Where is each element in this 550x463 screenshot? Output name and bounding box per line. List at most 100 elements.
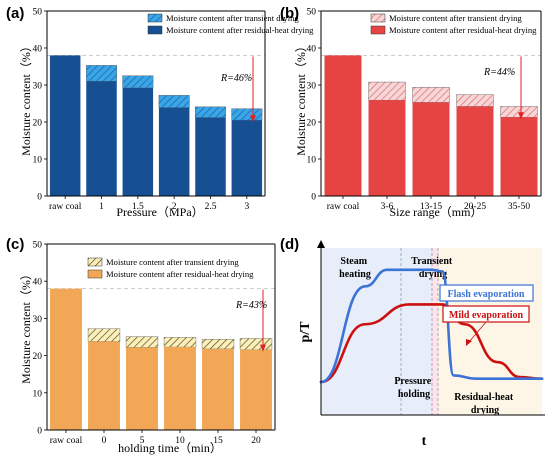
- y-tick-label-b-2: 20: [307, 119, 317, 129]
- bar-transient-a-5: [231, 108, 263, 121]
- y-tick-label-a-5: 50: [33, 8, 43, 18]
- reduction-arrow-head-c: [260, 344, 266, 352]
- legend-a: Moisture content after transient drying …: [147, 13, 314, 35]
- legend-c: Moisture content after transient drying …: [87, 257, 254, 279]
- legend-box-flash: [439, 284, 534, 302]
- bar-residual-b-3: [456, 106, 494, 196]
- bar-residual-c-5: [240, 349, 272, 430]
- phase-label-pressure: Pressure: [394, 376, 431, 387]
- x-tick-label-b-0: raw coal: [327, 202, 360, 212]
- bar-residual-a-0: [49, 55, 81, 197]
- x-tick-label-b-2: 13-15: [420, 202, 442, 212]
- bar-transient-a-3: [158, 95, 190, 108]
- bar-transient-c-1: [87, 328, 121, 342]
- y-tick-label-b-3: 30: [307, 82, 317, 92]
- x-tick-label-b-4: 35-50: [508, 202, 530, 212]
- bar-transient-c-5: [239, 338, 273, 350]
- bar-residual-b-2: [412, 102, 450, 196]
- y-axis-label-c: Moisture content（%）: [19, 268, 33, 384]
- bar-residual-b-0: [324, 55, 362, 197]
- x-tick-label-a-5: 3: [244, 202, 249, 212]
- phase-background-transient: [432, 248, 438, 415]
- phase-background-heating: [321, 248, 401, 415]
- y-tick-label-a-0: 0: [37, 193, 42, 203]
- y-tick-label-c-4: 40: [33, 278, 43, 288]
- legend-swatch-residual-c: [87, 269, 103, 279]
- phase-label-residual: Residual-heat: [454, 392, 514, 403]
- bar-transient-c-3: [163, 337, 197, 348]
- panel-label-a: (a): [6, 5, 24, 22]
- annotation-c: R=43%: [235, 300, 267, 311]
- bar-residual-a-3: [158, 107, 190, 196]
- bar-residual-a-5: [231, 120, 263, 196]
- x-tick-label-a-0: raw coal: [49, 202, 82, 212]
- y-tick-label-c-0: 0: [37, 427, 42, 437]
- reduction-arrow-head-b: [518, 112, 524, 120]
- x-tick-label-c-0: raw coal: [50, 436, 83, 446]
- bar-transient-a-2: [122, 75, 154, 89]
- y-tick-label-b-5: 50: [307, 8, 317, 18]
- legend-entry-flash: Flash evaporation: [448, 289, 525, 300]
- legend-entry-residual-a: Moisture content after residual-heat dry…: [166, 25, 314, 35]
- y-tick-label-c-1: 10: [33, 389, 43, 399]
- bar-residual-b-1: [368, 100, 406, 196]
- y-tick-label-b-1: 10: [307, 156, 317, 166]
- bar-transient-b-1: [368, 81, 406, 101]
- y-tick-label-a-4: 40: [33, 45, 43, 55]
- x-tick-label-b-3: 20-25: [464, 202, 486, 212]
- panel-label-c: (c): [6, 236, 24, 253]
- phase-label-transient: Transient: [411, 256, 453, 267]
- x-axis-label-c: holding time（min）: [118, 441, 222, 455]
- y-tick-label-b-0: 0: [311, 193, 316, 203]
- x-axis-label-a: Pressure（MPa）: [116, 205, 203, 219]
- legend-entry-residual-b: Moisture content after residual-heat dry…: [389, 25, 537, 35]
- y-tick-label-a-2: 20: [33, 119, 43, 129]
- x-tick-label-c-1: 0: [102, 436, 107, 446]
- x-tick-label-b-1: 3-6: [381, 202, 394, 212]
- y-tick-label-a-3: 30: [33, 82, 43, 92]
- annotation-b: R=44%: [483, 67, 515, 78]
- y-axis-arrow-d: [317, 240, 325, 248]
- bar-transient-b-2: [412, 87, 450, 103]
- y-axis-label-d: p/T: [298, 321, 313, 343]
- bar-residual-c-1: [88, 341, 120, 430]
- mild-pointer-line: [468, 321, 487, 343]
- bar-residual-a-4: [195, 117, 226, 196]
- bar-transient-a-4: [195, 106, 226, 118]
- legend-swatch-transient-a: [147, 13, 163, 23]
- phase-background-holding: [401, 248, 432, 415]
- plot-area-b: raw coal 3-6 13-15 20-25 35-50 0 10 20 30 40 50: [307, 8, 542, 212]
- bar-residual-c-4: [202, 348, 234, 430]
- phase-label-holding: holding: [398, 389, 430, 400]
- legend-entry-mild: Mild evaporation: [449, 310, 524, 321]
- panel-label-b: (b): [280, 5, 299, 22]
- phase-label-residual-drying: drying: [471, 405, 499, 416]
- bar-transient-b-3: [456, 94, 494, 107]
- bar-residual-a-1: [86, 81, 117, 196]
- legend-swatch-transient-c: [87, 257, 103, 267]
- phase-background-residual: [438, 248, 542, 415]
- bar-residual-c-3: [164, 347, 196, 430]
- x-axis-label-d: t: [422, 434, 427, 449]
- y-axis-label-a: Moisture content（%）: [19, 40, 33, 156]
- x-tick-label-c-4: 15: [213, 436, 223, 446]
- legend-b: Moisture content after transient drying …: [370, 13, 537, 35]
- mild-pointer-arrow: [466, 339, 472, 346]
- chart-c: (c) holding time（min） Moisture content（%…: [6, 236, 276, 455]
- bar-transient-c-2: [125, 336, 159, 348]
- phase-label-steam-heating: Steam heating: [339, 256, 371, 280]
- legend-swatch-transient-b: [370, 13, 386, 23]
- x-tick-label-a-4: 2.5: [205, 202, 217, 212]
- y-tick-label-c-3: 30: [33, 315, 43, 325]
- chart-b: (b) Size range（mm） Moisture content（%） r…: [280, 5, 542, 219]
- phase-label-pressure-holding: Pressure holding: [394, 376, 433, 400]
- phase-label-transient-drying: Transient drying: [411, 256, 454, 280]
- legend-entry-transient-b: Moisture content after transient drying: [389, 13, 522, 23]
- plot-area-c: raw coal 0 5 10 15 20 0 10 20 30 40 50: [33, 241, 276, 446]
- phase-label-steam: Steam: [340, 256, 367, 267]
- y-axis-label-b: Moisture content（%）: [294, 40, 308, 156]
- phase-label-drying: drying: [419, 269, 447, 280]
- phase-label-residual-heat-drying: Residual-heat drying: [454, 392, 515, 416]
- legend-swatch-residual-b: [370, 25, 386, 35]
